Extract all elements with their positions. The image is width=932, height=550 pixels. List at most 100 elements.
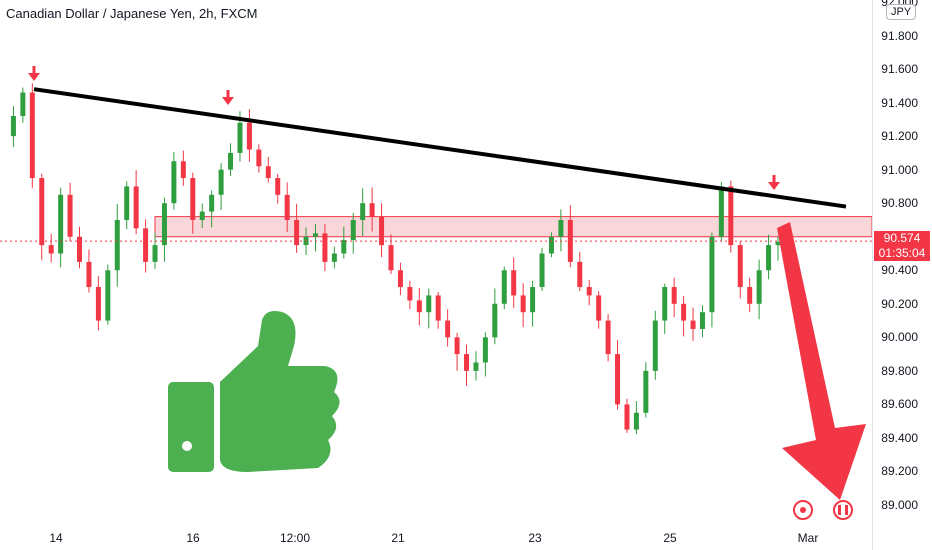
candle-body xyxy=(766,245,772,271)
x-tick-label: 23 xyxy=(528,531,542,545)
candle-body xyxy=(171,161,177,204)
y-tick-label: 91.400 xyxy=(881,95,918,110)
down-arrow-marker-icon xyxy=(28,66,40,81)
candle-body xyxy=(690,320,696,329)
y-tick-label: 89.200 xyxy=(881,464,918,479)
candle-body xyxy=(511,270,517,296)
candle-body xyxy=(350,219,356,241)
candle-body xyxy=(615,354,621,405)
candle-body xyxy=(294,219,300,246)
candle-body xyxy=(577,261,583,288)
candle-body xyxy=(737,245,743,288)
countdown-timer: 01:35:04 xyxy=(878,246,926,260)
candle-body xyxy=(10,116,16,137)
candle-body xyxy=(728,186,734,246)
y-tick-label: 91.600 xyxy=(881,62,918,77)
candle-body xyxy=(161,203,167,246)
candle-body xyxy=(492,303,498,338)
candle-body xyxy=(633,412,639,430)
candle-body xyxy=(58,194,64,254)
y-tick-label: 91.000 xyxy=(881,162,918,177)
x-tick-label: Mar xyxy=(797,531,819,545)
candle-body xyxy=(718,186,724,237)
y-tick-label: 89.800 xyxy=(881,363,918,378)
candle-body xyxy=(379,216,385,246)
candle-body xyxy=(20,92,26,117)
candle-body xyxy=(360,203,366,220)
x-tick-label: 16 xyxy=(186,531,200,545)
candle-body xyxy=(152,245,158,262)
candle-body xyxy=(284,194,290,220)
trendline xyxy=(33,87,847,209)
candle-body xyxy=(388,245,394,271)
candle-body xyxy=(530,287,536,313)
candle-body xyxy=(77,236,83,262)
candle-body xyxy=(643,370,649,413)
y-tick-label: 89.400 xyxy=(881,430,918,445)
candle-body xyxy=(586,287,592,296)
candle-body xyxy=(454,337,460,355)
candle-body xyxy=(775,241,781,246)
candle-body xyxy=(190,178,196,220)
candle-body xyxy=(180,161,186,179)
y-tick-label: 90.400 xyxy=(881,263,918,278)
candle-body xyxy=(218,169,224,195)
candle-body xyxy=(209,194,215,212)
candle-body xyxy=(539,253,545,288)
candle-body xyxy=(605,320,611,355)
candle-body xyxy=(39,178,45,246)
candle-body xyxy=(681,303,687,321)
price-axis[interactable] xyxy=(872,0,932,550)
candle-body xyxy=(548,236,554,254)
candle-body xyxy=(747,287,753,304)
candle-body xyxy=(86,261,92,288)
canada-flag-icon[interactable] xyxy=(833,500,853,520)
candle-body xyxy=(662,287,668,321)
currency-badge[interactable]: JPY xyxy=(886,4,917,20)
y-tick-label: 91.200 xyxy=(881,129,918,144)
candle-body xyxy=(67,194,73,237)
candle-body xyxy=(520,295,526,313)
last-price-value: 90.574 xyxy=(883,231,921,245)
candle-body xyxy=(671,287,677,304)
resistance-zone xyxy=(154,216,873,238)
candle-body xyxy=(435,295,441,321)
candle-body xyxy=(48,245,54,254)
x-tick-label: 21 xyxy=(391,531,405,545)
x-tick-label: 12:00 xyxy=(279,531,311,545)
candle-body xyxy=(331,253,337,262)
candle-body xyxy=(397,270,403,288)
chart-title: Canadian Dollar / Japanese Yen, 2h, FXCM xyxy=(6,6,258,21)
y-tick-label: 91.800 xyxy=(881,28,918,43)
candle-body xyxy=(105,270,111,321)
candle-body xyxy=(473,362,479,371)
candle-body xyxy=(501,270,507,304)
candle-body xyxy=(464,354,470,371)
candle-body xyxy=(445,320,451,338)
candle-body xyxy=(29,92,35,179)
candle-body xyxy=(407,287,413,301)
trendline-line xyxy=(33,87,847,209)
candle-body xyxy=(275,178,281,195)
candle-body xyxy=(709,236,715,313)
y-tick-label: 90.000 xyxy=(881,330,918,345)
candle-body xyxy=(237,122,243,153)
resistance-zone-rect xyxy=(154,216,873,238)
candle-body xyxy=(482,337,488,363)
candle-body xyxy=(95,287,101,321)
clock-icon[interactable] xyxy=(793,500,813,520)
y-tick-label: 89.000 xyxy=(881,498,918,512)
candle-body xyxy=(369,203,375,217)
candle-body xyxy=(246,122,252,150)
y-tick-label: 90.200 xyxy=(881,296,918,311)
candle-body xyxy=(426,295,432,313)
candle-body xyxy=(228,152,234,170)
candlesticks xyxy=(10,83,781,435)
x-tick-label: 25 xyxy=(663,531,677,545)
candle-body xyxy=(124,186,130,220)
candle-body xyxy=(652,320,658,371)
down-arrow-markers xyxy=(28,66,780,190)
candle-body xyxy=(143,228,149,262)
big-down-arrow-icon xyxy=(777,222,866,500)
